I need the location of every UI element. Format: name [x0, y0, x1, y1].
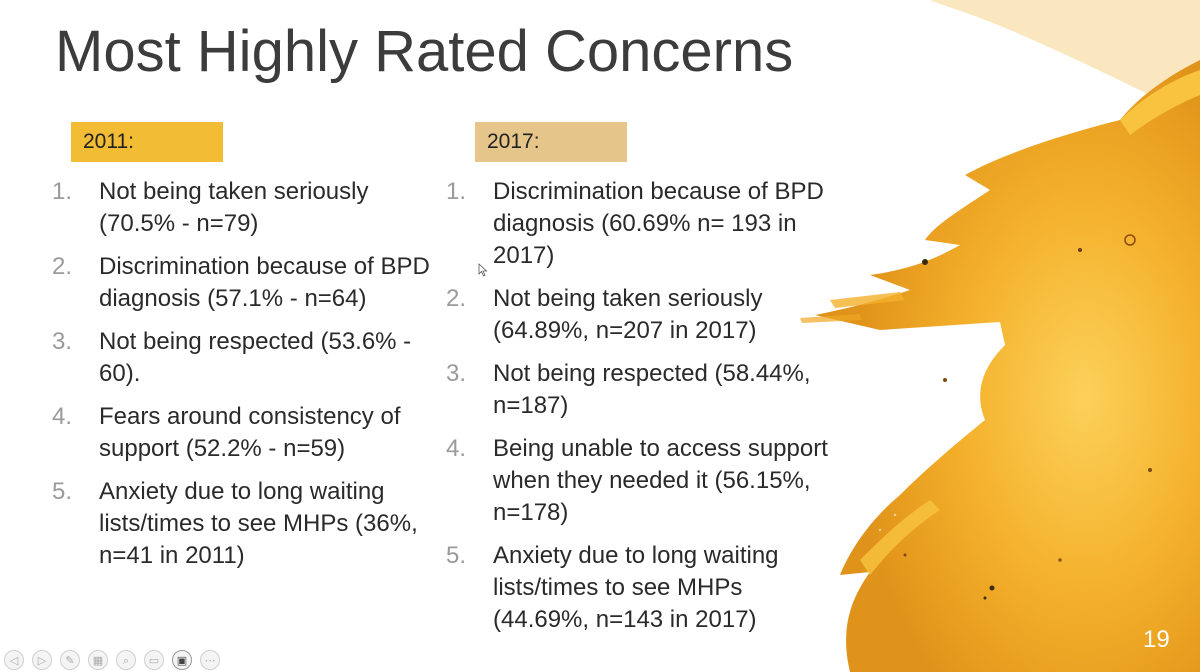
list-number: 4. [446, 435, 467, 462]
list-item: 5. Anxiety due to long waiting lists/tim… [446, 540, 836, 636]
concerns-list-2017: 1. Discrimination because of BPD diagnos… [446, 176, 836, 647]
list-text: Discrimination because of BPD diagnosis … [493, 178, 824, 269]
list-item: 4. Fears around consistency of support (… [52, 401, 432, 465]
mouse-cursor-icon [478, 263, 488, 277]
list-text: Not being taken seriously (64.89%, n=207… [493, 285, 763, 344]
list-item: 2. Not being taken seriously (64.89%, n=… [446, 283, 836, 347]
list-text: Not being taken seriously (70.5% - n=79) [99, 178, 369, 237]
list-number: 5. [446, 542, 467, 569]
list-text: Anxiety due to long waiting lists/times … [493, 542, 779, 633]
slide-title: Most Highly Rated Concerns [55, 19, 794, 84]
list-number: 2. [52, 253, 73, 280]
more-icon[interactable]: ⋯ [200, 650, 220, 670]
list-number: 4. [52, 403, 73, 430]
list-text: Anxiety due to long waiting lists/times … [99, 478, 418, 569]
list-item: 5. Anxiety due to long waiting lists/tim… [52, 476, 432, 572]
slides-icon[interactable]: ▦ [88, 650, 108, 670]
concerns-list-2011: 1. Not being taken seriously (70.5% - n=… [52, 176, 432, 583]
list-number: 2. [446, 285, 467, 312]
list-number: 3. [52, 328, 73, 355]
list-number: 5. [52, 478, 73, 505]
presentation-toolbar: ◁ ▷ ✎ ▦ ⌕ ▭ ▣ ⋯ [4, 650, 220, 672]
next-icon[interactable]: ▷ [32, 650, 52, 670]
list-text: Not being respected (58.44%, n=187) [493, 360, 811, 419]
list-text: Fears around consistency of support (52.… [99, 403, 401, 462]
list-text: Discrimination because of BPD diagnosis … [99, 253, 430, 312]
list-number: 3. [446, 360, 467, 387]
list-text: Being unable to access support when they… [493, 435, 828, 526]
camera-icon[interactable]: ▣ [172, 650, 192, 670]
list-text: Not being respected (53.6% - 60). [99, 328, 412, 387]
list-item: 2. Discrimination because of BPD diagnos… [52, 251, 432, 315]
list-item: 3. Not being respected (58.44%, n=187) [446, 358, 836, 422]
year-label-2011: 2011: [71, 122, 223, 162]
list-item: 4. Being unable to access support when t… [446, 433, 836, 529]
pen-icon[interactable]: ✎ [60, 650, 80, 670]
slide-page-number: 19 [1143, 626, 1170, 653]
year-label-2017: 2017: [475, 122, 627, 162]
list-item: 3. Not being respected (53.6% - 60). [52, 326, 432, 390]
list-number: 1. [446, 178, 467, 205]
subtitles-icon[interactable]: ▭ [144, 650, 164, 670]
zoom-icon[interactable]: ⌕ [116, 650, 136, 670]
list-item: 1. Not being taken seriously (70.5% - n=… [52, 176, 432, 240]
prev-icon[interactable]: ◁ [4, 650, 24, 670]
list-item: 1. Discrimination because of BPD diagnos… [446, 176, 836, 272]
list-number: 1. [52, 178, 73, 205]
